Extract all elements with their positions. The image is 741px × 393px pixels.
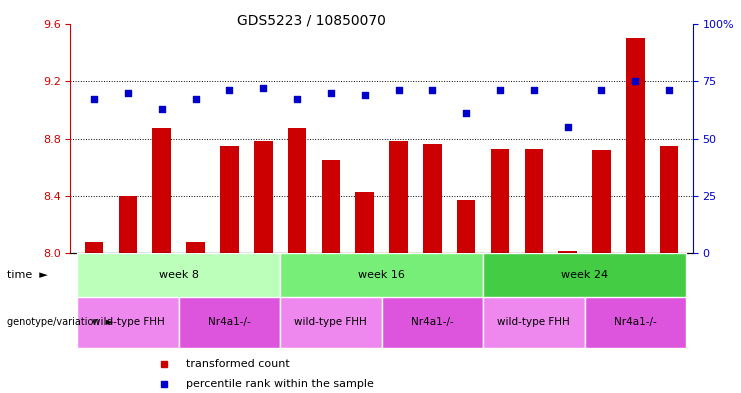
Bar — [153, 129, 171, 253]
Bar — [491, 149, 509, 253]
Bar — [322, 160, 340, 253]
Point — [596, 87, 608, 94]
Bar — [119, 196, 137, 253]
Bar — [585, 297, 686, 348]
Bar — [457, 200, 476, 253]
Text: week 8: week 8 — [159, 270, 199, 280]
Text: time  ►: time ► — [7, 270, 48, 280]
Point — [494, 87, 506, 94]
Point — [190, 96, 202, 103]
Bar — [179, 297, 280, 348]
Bar — [254, 141, 273, 253]
Point — [393, 87, 405, 94]
Point — [426, 87, 438, 94]
Text: genotype/variation  ►: genotype/variation ► — [7, 317, 114, 327]
Point — [224, 87, 236, 94]
Bar — [423, 144, 442, 253]
Text: week 16: week 16 — [358, 270, 405, 280]
Bar — [288, 129, 306, 253]
Point — [629, 78, 641, 84]
Bar — [280, 297, 382, 348]
Text: Nr4a1-/-: Nr4a1-/- — [614, 317, 657, 327]
Point — [156, 105, 167, 112]
Text: Nr4a1-/-: Nr4a1-/- — [411, 317, 453, 327]
Point — [460, 110, 472, 116]
Text: wild-type FHH: wild-type FHH — [92, 317, 165, 327]
Point — [528, 87, 539, 94]
Bar — [659, 146, 679, 253]
Bar — [559, 251, 577, 253]
Point — [257, 85, 269, 91]
Bar — [389, 141, 408, 253]
Point — [663, 87, 675, 94]
Text: wild-type FHH: wild-type FHH — [497, 317, 571, 327]
Bar — [483, 253, 686, 297]
Point — [325, 90, 337, 96]
Bar — [525, 149, 543, 253]
Text: GDS5223 / 10850070: GDS5223 / 10850070 — [237, 14, 385, 28]
Text: transformed count: transformed count — [185, 359, 289, 369]
Bar — [186, 242, 205, 253]
Bar — [220, 146, 239, 253]
Point — [359, 92, 370, 98]
Text: wild-type FHH: wild-type FHH — [294, 317, 368, 327]
Bar — [84, 242, 104, 253]
Bar — [77, 297, 179, 348]
Bar — [77, 253, 280, 297]
Bar — [280, 253, 483, 297]
Bar — [356, 192, 374, 253]
Text: percentile rank within the sample: percentile rank within the sample — [185, 379, 373, 389]
Bar — [483, 297, 585, 348]
Point — [562, 124, 574, 130]
Text: week 24: week 24 — [561, 270, 608, 280]
Point — [122, 90, 134, 96]
Point — [88, 96, 100, 103]
Text: Nr4a1-/-: Nr4a1-/- — [208, 317, 250, 327]
Bar — [592, 150, 611, 253]
Bar — [626, 38, 645, 253]
Bar — [382, 297, 483, 348]
Point — [291, 96, 303, 103]
